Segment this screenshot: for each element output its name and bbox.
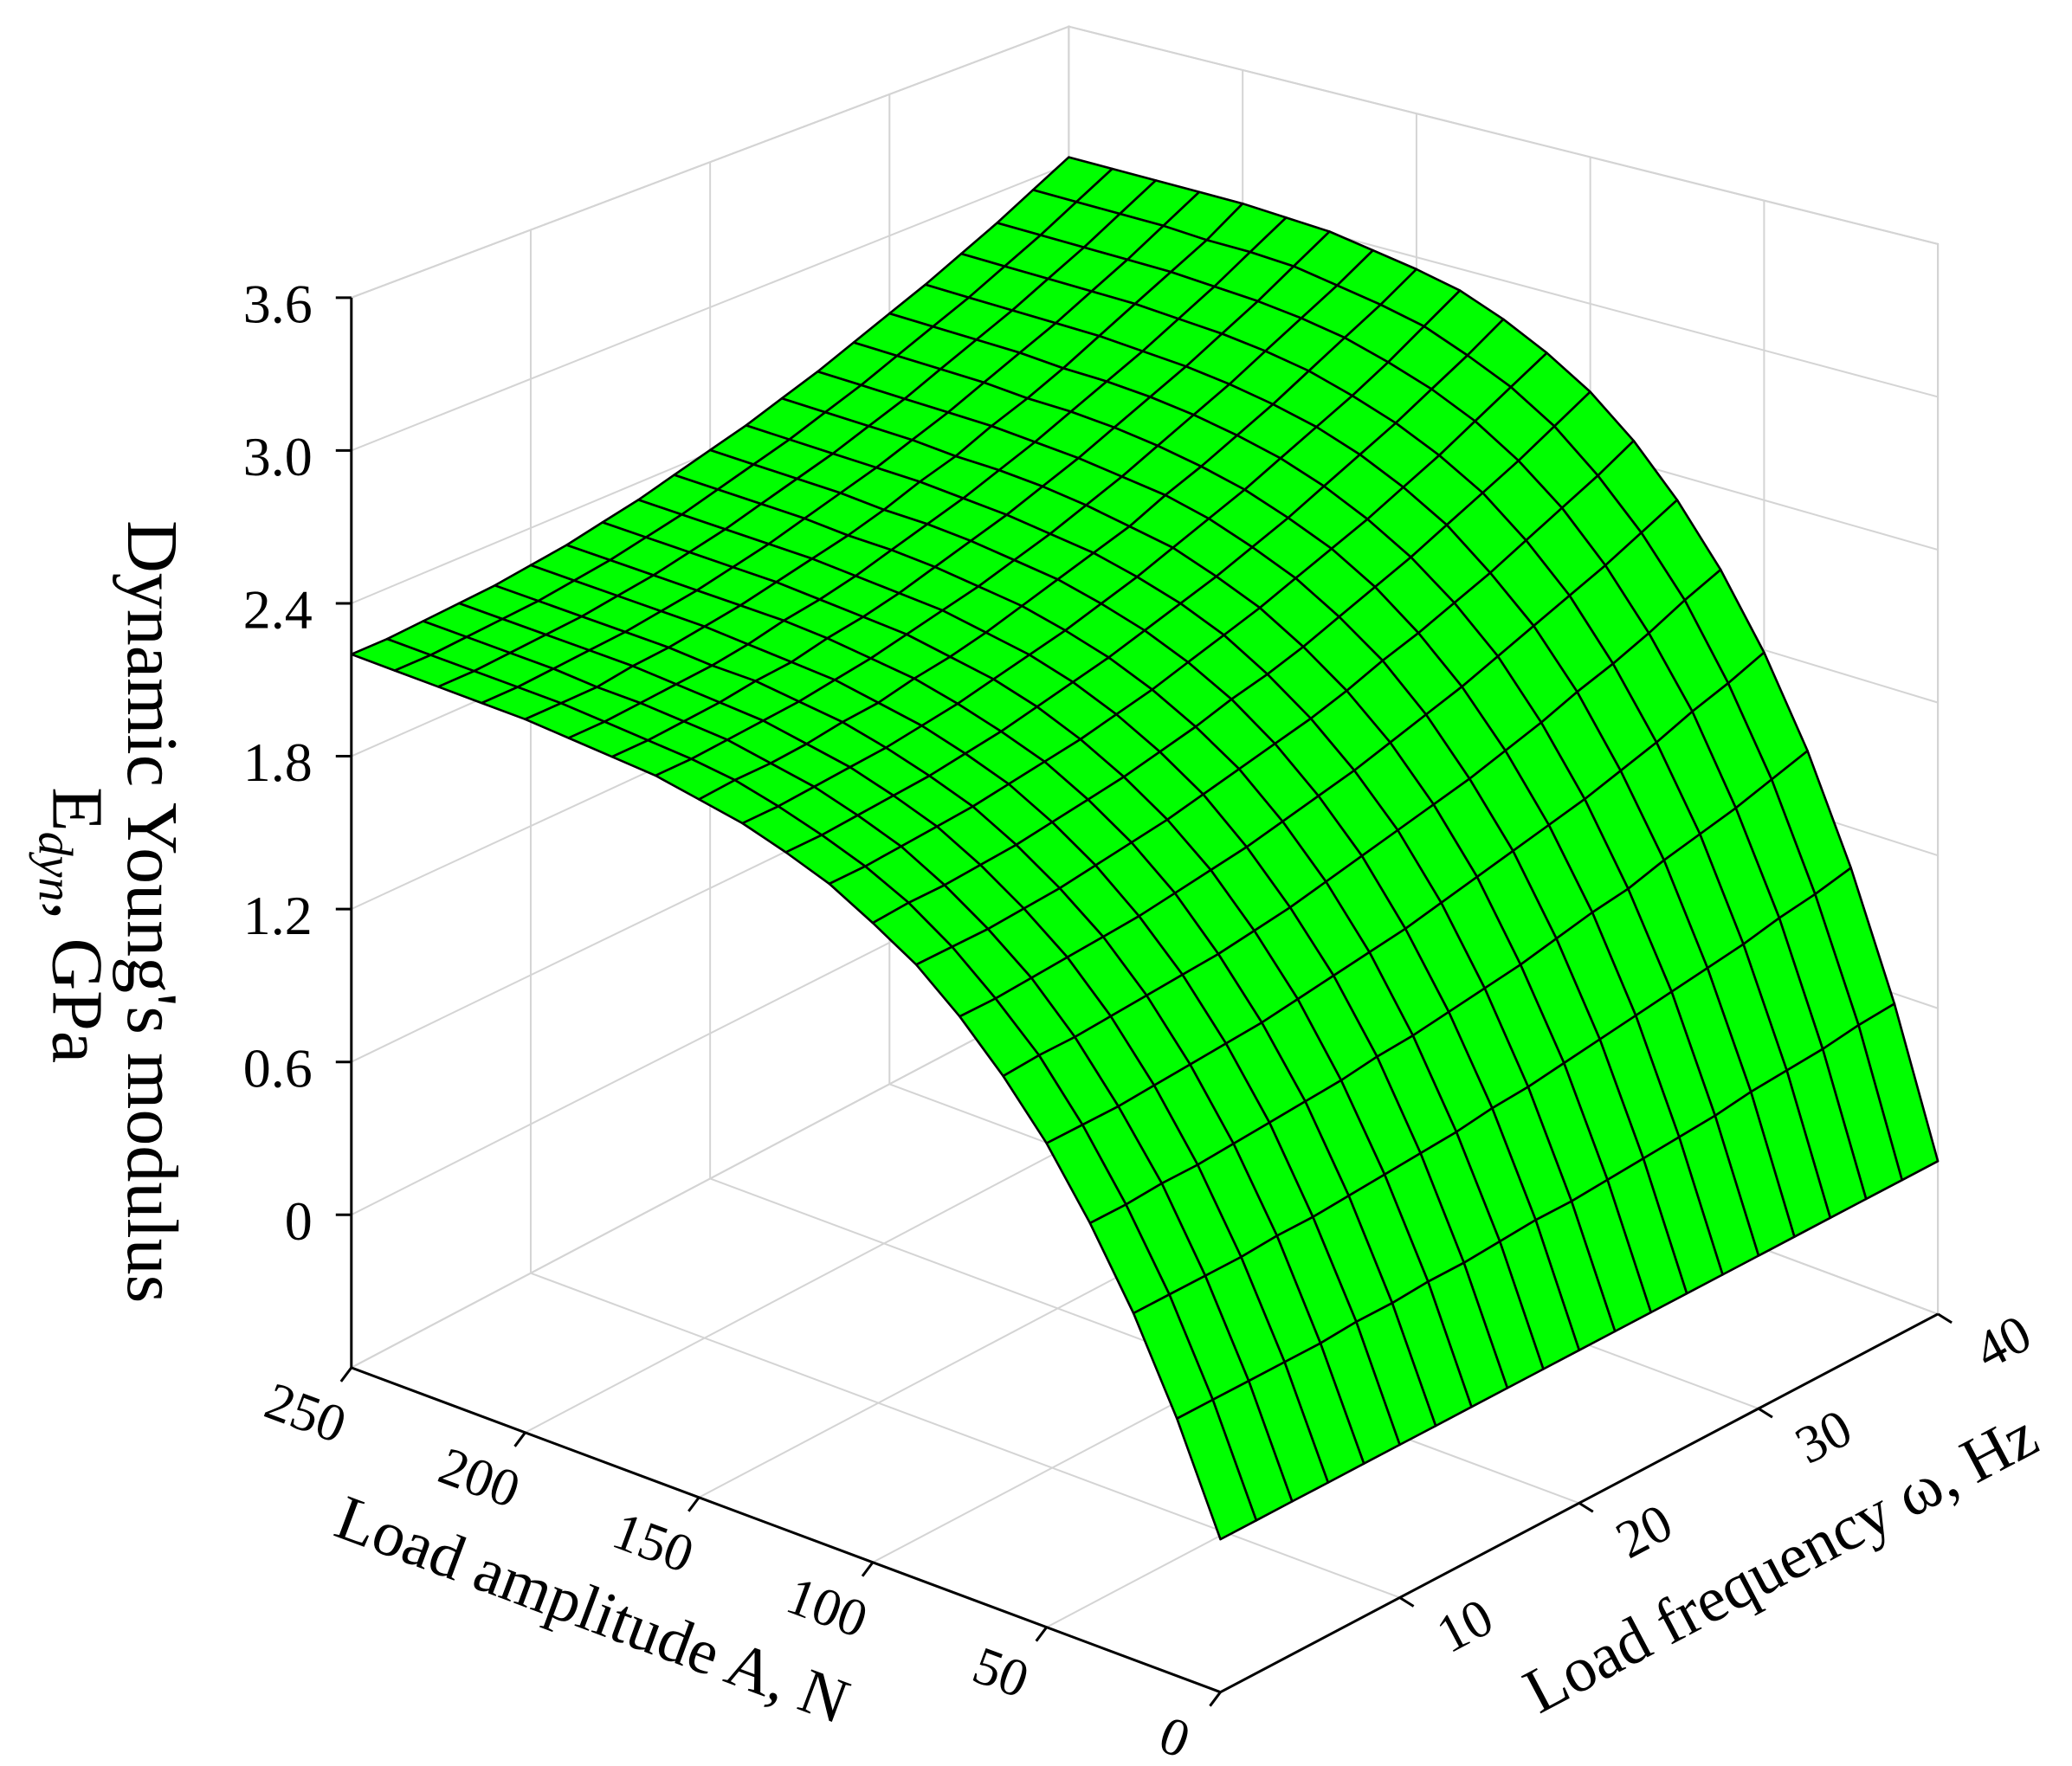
- y-tick-label: 30: [1786, 1398, 1862, 1475]
- y-tick: [1578, 1502, 1594, 1513]
- x-tick: [687, 1496, 700, 1512]
- z-title-subscript: dyn: [29, 832, 82, 902]
- x-tick-label: 0: [1152, 1705, 1197, 1766]
- z-tick-label: 1.2: [243, 885, 313, 946]
- z-tick-label: 3.6: [243, 274, 313, 335]
- y-tick: [1398, 1596, 1415, 1608]
- y-tick-label: 20: [1607, 1493, 1682, 1570]
- y-tick: [1758, 1407, 1773, 1419]
- x-tick: [1035, 1626, 1048, 1642]
- grid-line: [351, 989, 1069, 1369]
- z-title-symbol: E: [36, 787, 117, 831]
- y-tick-label: 40: [1965, 1304, 2041, 1381]
- x-tick-label: 50: [965, 1636, 1036, 1710]
- z-tick-label: 2.4: [243, 579, 313, 641]
- x-tick: [339, 1366, 353, 1383]
- z-axis-title-unit: Edyn, GPa: [29, 787, 118, 1063]
- x-tick: [861, 1561, 875, 1577]
- z-tick-label: 1.8: [243, 732, 313, 793]
- y-tick: [1937, 1312, 1953, 1324]
- surface-cell: [1176, 1398, 1258, 1541]
- x-tick-label: 100: [779, 1566, 875, 1649]
- x-tick-label: 150: [605, 1501, 701, 1584]
- x-tick-label: 200: [431, 1436, 527, 1519]
- y-tick-label: 10: [1428, 1588, 1503, 1665]
- y-axis-title: Load frequency ω, Hz: [1513, 1400, 2049, 1728]
- z-tick-label: 0.6: [243, 1037, 313, 1099]
- x-tick: [1209, 1691, 1222, 1707]
- x-axis-title: Load amplitude A, N: [326, 1482, 858, 1738]
- grid-line: [1068, 25, 1939, 245]
- z-title-unit: , GPa: [36, 901, 117, 1063]
- z-tick-label: 0: [285, 1190, 313, 1252]
- x-tick: [513, 1431, 526, 1447]
- grid-line: [530, 1272, 1400, 1599]
- z-axis-title: Dynamic Young's modulus: [112, 520, 192, 1303]
- x-axis: [351, 1366, 1221, 1694]
- x-tick-label: 250: [257, 1371, 353, 1454]
- z-tick-label: 3.0: [243, 426, 313, 487]
